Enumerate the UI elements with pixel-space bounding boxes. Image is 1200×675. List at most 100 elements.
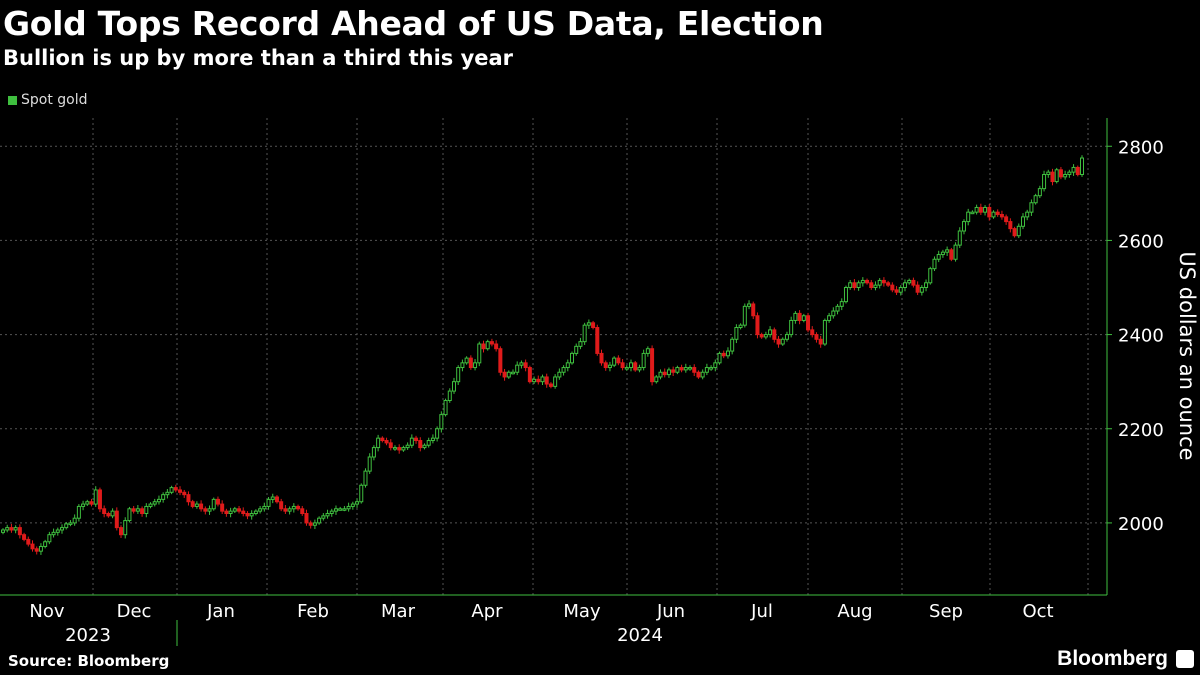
candle-down	[915, 284, 920, 293]
y-tick-label: 2200	[1118, 420, 1164, 441]
candle-up	[970, 211, 975, 215]
candle-up	[747, 303, 752, 307]
candle-up	[873, 284, 878, 289]
candle-up	[47, 534, 52, 543]
candle-up	[730, 338, 735, 352]
x-tick-label: Jan	[206, 601, 235, 622]
candle-down	[224, 510, 229, 515]
candle-up	[683, 367, 688, 371]
candle-down	[595, 327, 600, 354]
y-tick-label: 2800	[1118, 137, 1164, 158]
candle-down	[89, 501, 94, 505]
candle-up	[152, 501, 157, 505]
candle-down	[999, 214, 1004, 218]
candle-down	[237, 508, 242, 512]
candle-up	[540, 376, 545, 383]
y-tick-label: 2600	[1118, 231, 1164, 252]
year-label: 2024	[617, 625, 663, 646]
candle-up	[287, 508, 292, 512]
candle-up	[801, 315, 806, 321]
candle-up	[392, 447, 397, 450]
candle-up	[228, 510, 233, 515]
candle-up	[991, 211, 996, 218]
candle-up	[194, 503, 199, 507]
candle-up	[350, 503, 355, 507]
candle-down	[544, 376, 549, 385]
candle-up	[435, 428, 440, 439]
candle-up	[612, 357, 617, 366]
candle-up	[629, 362, 634, 369]
candle-down	[17, 527, 22, 536]
candle-up	[924, 282, 929, 288]
candle-down	[481, 343, 486, 350]
candle-up	[789, 319, 794, 336]
candle-up	[367, 456, 372, 472]
candle-up	[570, 352, 575, 364]
x-tick-label: Nov	[29, 601, 64, 622]
candle-up	[1054, 169, 1059, 183]
candle-up	[658, 371, 663, 378]
candle-down	[494, 343, 499, 350]
candle-up	[637, 367, 642, 371]
candle-up	[93, 489, 98, 505]
x-tick-label: Oct	[1022, 601, 1053, 622]
candle-up	[582, 324, 587, 343]
candle-up	[510, 371, 515, 375]
candle-down	[22, 534, 27, 540]
candle-down	[140, 508, 145, 514]
candle-up	[312, 522, 317, 526]
x-tick-label: Jul	[750, 601, 773, 622]
candle-up	[532, 378, 537, 383]
candle-down	[489, 341, 494, 345]
candle-up	[1080, 157, 1084, 175]
candle-up	[43, 541, 48, 547]
x-tick-label: Mar	[381, 601, 416, 622]
candle-up	[355, 501, 360, 505]
candle-up	[211, 498, 216, 510]
candle-down	[102, 508, 107, 514]
candle-up	[38, 545, 43, 552]
candle-up	[700, 371, 705, 378]
candle-down	[119, 527, 124, 536]
candle-down	[797, 312, 802, 321]
candle-down	[502, 371, 507, 378]
candle-up	[607, 364, 612, 369]
candle-up	[957, 230, 962, 246]
candle-up	[860, 279, 865, 284]
candle-up	[932, 258, 937, 270]
candle-down	[1008, 221, 1013, 230]
candle-down	[1050, 171, 1055, 183]
candle-up	[161, 494, 166, 500]
candle-up	[519, 362, 524, 366]
candle-up	[966, 211, 971, 223]
candle-down	[886, 282, 891, 286]
candle-up	[763, 334, 768, 338]
candle-up	[856, 282, 861, 288]
candle-up	[578, 341, 583, 347]
candle-up	[515, 364, 520, 373]
candle-down	[894, 289, 899, 293]
candle-up	[473, 362, 478, 369]
y-tick-label: 2400	[1118, 326, 1164, 347]
candle-up	[72, 517, 77, 524]
candle-down	[304, 513, 309, 524]
candle-down	[215, 498, 220, 505]
x-tick-label: Feb	[297, 601, 329, 622]
candle-up	[329, 510, 334, 515]
candle-up	[85, 501, 90, 505]
candle-up	[477, 343, 482, 364]
candle-down	[810, 329, 815, 336]
candle-down	[776, 338, 781, 345]
candle-up	[110, 510, 115, 517]
candle-up	[144, 505, 149, 514]
candle-up	[565, 362, 570, 369]
candle-up	[5, 527, 10, 531]
candle-down	[818, 338, 823, 345]
candle-up	[258, 508, 263, 512]
candle-down	[814, 334, 819, 340]
candle-down	[178, 489, 183, 493]
candle-up	[1033, 195, 1038, 204]
candle-down	[591, 322, 596, 329]
candle-up	[346, 505, 351, 510]
candle-up	[961, 221, 966, 232]
